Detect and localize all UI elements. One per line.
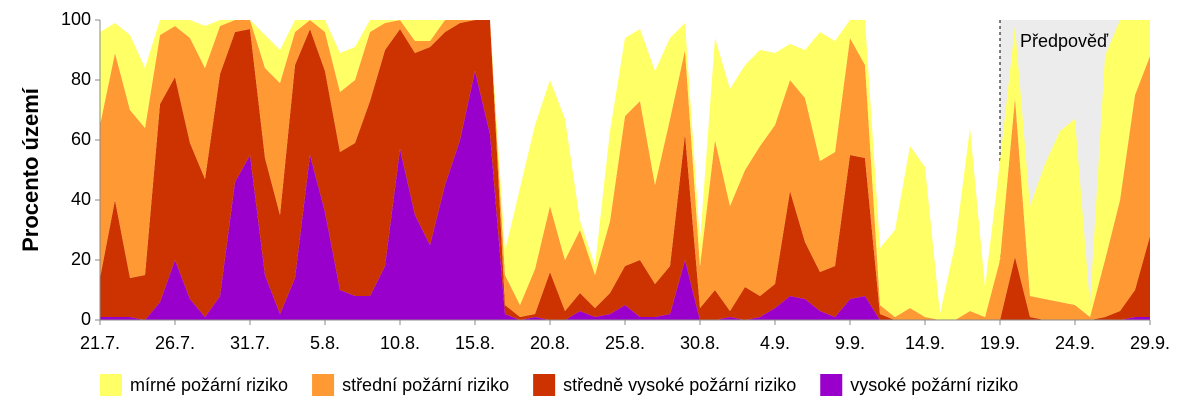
y-tick-label: 40 xyxy=(71,189,91,209)
x-tick-label: 20.8. xyxy=(530,333,570,353)
annotation: Předpověď xyxy=(1020,31,1109,51)
x-tick-label: 9.9. xyxy=(835,333,865,353)
x-tick-label: 29.9. xyxy=(1130,333,1170,353)
x-tick-label: 24.9. xyxy=(1055,333,1095,353)
legend-swatch xyxy=(820,374,843,396)
legend-label: vysoké požární riziko xyxy=(850,375,1018,395)
y-axis-label: Procento území xyxy=(18,87,43,252)
x-tick-label: 26.7. xyxy=(155,333,195,353)
area xyxy=(100,20,1150,320)
y-tick-label: 80 xyxy=(71,69,91,89)
area xyxy=(100,20,1150,320)
legend-label: střední požární riziko xyxy=(342,375,509,395)
y-tick-label: 100 xyxy=(61,9,91,29)
y-tick-label: 0 xyxy=(81,309,91,329)
x-tick-label: 30.8. xyxy=(680,333,720,353)
legend-label: středně vysoké požární riziko xyxy=(563,375,796,395)
legend: mírné požární riziko střední požární rizi… xyxy=(100,374,1018,396)
x-tick-label: 19.9. xyxy=(980,333,1020,353)
legend-swatch xyxy=(312,374,335,396)
x-tick-label: 14.9. xyxy=(905,333,945,353)
x-tick-label: 31.7. xyxy=(230,333,270,353)
x-tick-label: 5.8. xyxy=(310,333,340,353)
x-tick-label: 10.8. xyxy=(380,333,420,353)
y-tick-label: 60 xyxy=(71,129,91,149)
y-tick-label: 20 xyxy=(71,249,91,269)
legend-swatch xyxy=(533,374,556,396)
legend-label: mírné požární riziko xyxy=(130,375,288,395)
x-tick-label: 21.7. xyxy=(80,333,120,353)
x-tick-label: 15.8. xyxy=(455,333,495,353)
x-tick-label: 25.8. xyxy=(605,333,645,353)
x-tick-label: 4.9. xyxy=(760,333,790,353)
legend-swatch xyxy=(100,374,122,396)
area xyxy=(100,71,1150,320)
area xyxy=(100,20,1150,320)
